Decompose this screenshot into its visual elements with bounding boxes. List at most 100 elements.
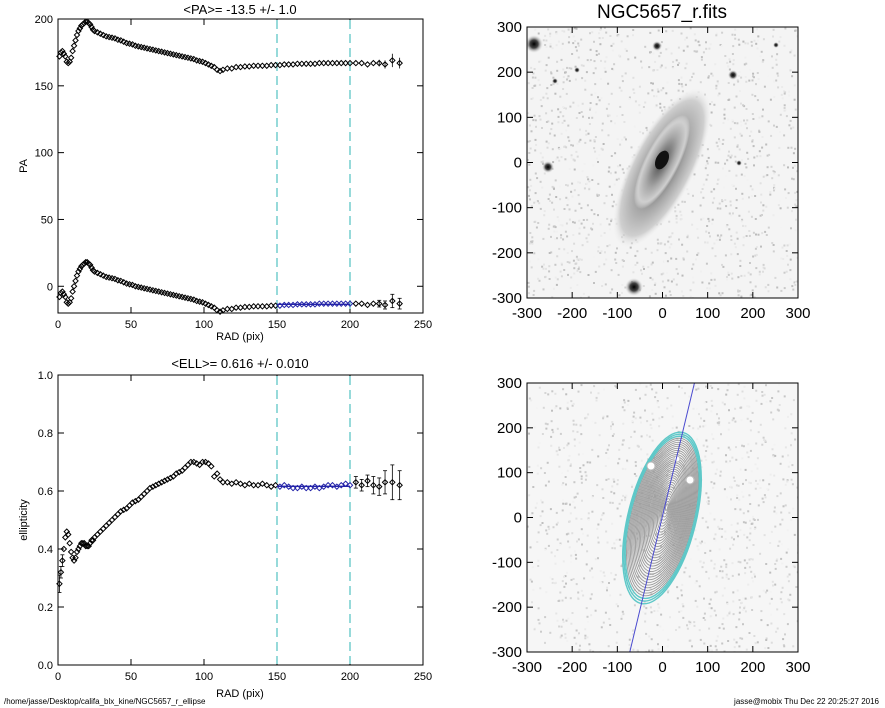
noise-pixel	[727, 273, 730, 276]
noise-pixel	[756, 39, 759, 42]
ell-x-tick-label: 150	[268, 671, 286, 683]
noise-pixel	[681, 90, 684, 93]
noise-pixel	[741, 218, 744, 221]
noise-pixel	[727, 383, 730, 386]
noise-pixel	[541, 522, 544, 524]
noise-pixel	[660, 41, 663, 44]
noise-pixel	[618, 54, 621, 57]
noise-pixel	[718, 138, 720, 141]
noise-pixel	[745, 80, 748, 83]
noise-pixel	[770, 597, 773, 600]
noise-pixel	[625, 494, 628, 497]
noise-pixel	[733, 83, 736, 86]
pa-y-tick-label: 100	[35, 148, 53, 160]
noise-pixel	[701, 154, 704, 157]
noise-pixel	[631, 420, 634, 422]
noise-pixel	[567, 124, 570, 127]
noise-pixel	[649, 383, 652, 386]
noise-pixel	[628, 98, 631, 100]
noise-pixel	[666, 272, 669, 275]
footer-stamp: jasse@mobix Thu Dec 22 20:25:27 2016	[734, 697, 879, 706]
noise-pixel	[576, 430, 579, 433]
noise-pixel	[563, 208, 566, 210]
noise-pixel	[774, 187, 777, 190]
noise-pixel	[566, 252, 569, 254]
pa-data-point	[342, 300, 349, 307]
noise-pixel	[556, 521, 559, 524]
noise-pixel	[723, 186, 726, 189]
noise-pixel	[724, 538, 727, 540]
noise-pixel	[710, 124, 713, 127]
noise-pixel	[755, 272, 758, 274]
noise-pixel	[602, 415, 605, 418]
noise-pixel	[736, 145, 739, 148]
noise-pixel	[615, 538, 618, 541]
noise-pixel	[675, 629, 677, 631]
noise-pixel	[530, 97, 533, 100]
noise-pixel	[715, 84, 718, 87]
pa-data-point-upper	[66, 58, 73, 66]
noise-pixel	[721, 594, 724, 597]
ell-data-point	[67, 548, 75, 556]
noise-pixel	[769, 590, 772, 593]
noise-pixel	[557, 121, 560, 124]
noise-pixel	[678, 62, 681, 65]
noise-pixel	[627, 399, 630, 402]
noise-pixel	[702, 217, 705, 220]
noise-pixel	[730, 272, 733, 275]
noise-pixel	[740, 419, 743, 422]
noise-pixel	[770, 641, 773, 644]
noise-pixel	[775, 79, 778, 82]
noise-pixel	[591, 510, 594, 513]
noise-pixel	[748, 539, 751, 542]
noise-pixel	[783, 287, 786, 290]
noise-pixel	[713, 563, 716, 566]
noise-pixel	[604, 251, 606, 254]
noise-pixel	[756, 28, 759, 31]
noise-pixel	[559, 95, 562, 98]
noise-pixel	[752, 231, 755, 234]
noise-pixel	[725, 566, 728, 569]
noise-pixel	[621, 610, 624, 613]
img-y-tick-label: 100	[497, 109, 522, 126]
pa-y-tick-label: 50	[41, 214, 53, 226]
noise-pixel	[586, 550, 589, 553]
noise-pixel	[590, 614, 593, 617]
noise-pixel	[753, 296, 756, 298]
noise-pixel	[742, 40, 745, 43]
noise-pixel	[707, 76, 710, 79]
noise-pixel	[576, 492, 579, 495]
noise-pixel	[580, 589, 583, 592]
noise-pixel	[692, 281, 695, 284]
noise-pixel	[796, 190, 798, 193]
noise-pixel	[622, 260, 625, 262]
noise-pixel	[776, 408, 779, 411]
noise-pixel	[577, 181, 580, 184]
noise-pixel	[744, 597, 747, 600]
noise-pixel	[597, 455, 600, 458]
noise-pixel	[620, 617, 623, 620]
noise-pixel	[783, 164, 786, 167]
noise-pixel	[656, 69, 659, 71]
noise-pixel	[721, 200, 724, 203]
ell-data-points	[56, 458, 403, 593]
noise-pixel	[575, 27, 578, 30]
pa-data-point	[389, 297, 396, 305]
noise-pixel	[738, 90, 741, 93]
noise-pixel	[542, 237, 545, 240]
noise-pixel	[778, 131, 781, 134]
noise-pixel	[546, 146, 549, 149]
pa-data-point-upper	[216, 67, 224, 75]
noise-pixel	[660, 89, 663, 92]
noise-pixel	[568, 168, 571, 171]
contour-axes: -300 -200 -100 0 100 200 300-300-200-100010020…	[492, 375, 811, 676]
noise-pixel	[607, 645, 610, 648]
noise-pixel	[721, 401, 724, 404]
noise-pixel	[630, 146, 633, 149]
noise-pixel	[707, 502, 710, 505]
pa-x-tick-label: 0	[55, 319, 61, 331]
noise-pixel	[720, 234, 723, 237]
noise-pixel	[705, 450, 708, 452]
noise-pixel	[718, 417, 720, 420]
